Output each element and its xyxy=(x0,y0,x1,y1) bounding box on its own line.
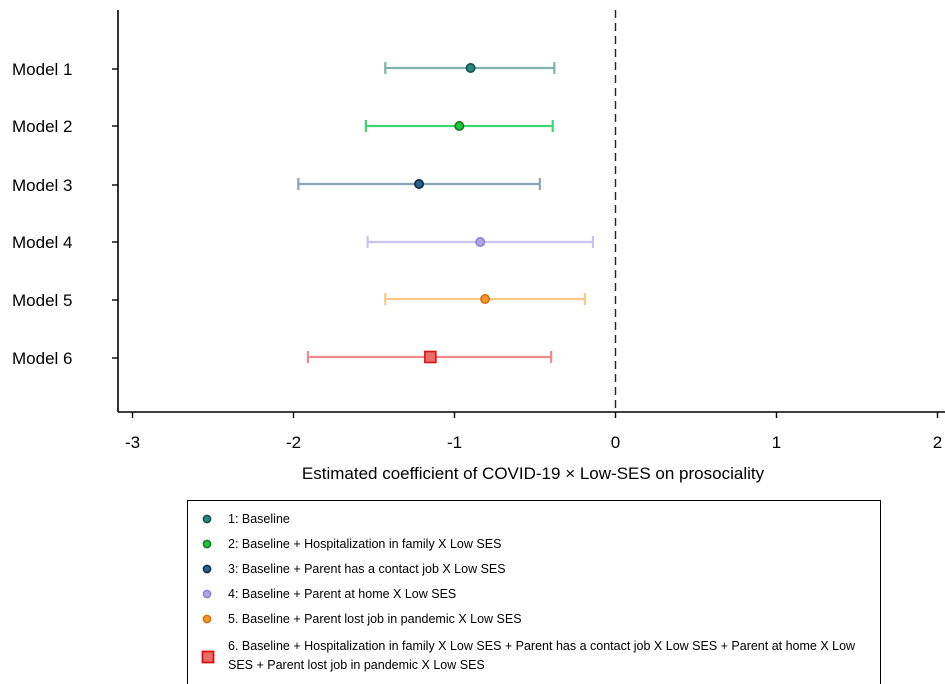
x-tick-label: 0 xyxy=(611,433,620,452)
legend-label: 1: Baseline xyxy=(228,512,290,526)
x-tick-label: -3 xyxy=(125,433,140,452)
legend: 1: Baseline 2: Baseline + Hospitalization… xyxy=(187,500,881,684)
legend-circle-marker xyxy=(202,564,212,574)
point-estimate xyxy=(465,62,476,73)
point-estimate xyxy=(480,293,491,304)
x-tick-label: -1 xyxy=(447,433,462,452)
legend-label: 2: Baseline + Hospitalization in family … xyxy=(228,537,502,551)
legend-circle-marker xyxy=(202,614,212,624)
x-tick-label: 2 xyxy=(933,433,942,452)
point-estimate xyxy=(454,121,465,132)
y-tick-label: Model 3 xyxy=(12,176,72,195)
legend-circle-marker xyxy=(202,589,212,599)
legend-circle-marker xyxy=(202,539,212,549)
legend-label: 3: Baseline + Parent has a contact job X… xyxy=(228,562,506,576)
y-tick-label: Model 1 xyxy=(12,60,72,79)
legend-circle-marker xyxy=(202,514,212,524)
point-estimate xyxy=(424,350,437,364)
legend-square-marker xyxy=(201,650,215,664)
x-tick-label: -2 xyxy=(286,433,301,452)
y-tick-label: Model 2 xyxy=(12,117,72,136)
legend-label: 5. Baseline + Parent lost job in pandemi… xyxy=(228,612,522,626)
legend-label: 4: Baseline + Parent at home X Low SES xyxy=(228,587,457,601)
legend-label: 6. Baseline + Hospitalization in family … xyxy=(228,639,856,672)
y-tick-label: Model 4 xyxy=(12,233,72,252)
y-tick-label: Model 6 xyxy=(12,349,72,368)
point-estimate xyxy=(475,237,486,248)
x-axis-title: Estimated coefficient of COVID-19 × Low-… xyxy=(302,464,765,483)
point-estimate xyxy=(414,179,425,190)
x-tick-label: 1 xyxy=(772,433,781,452)
coefficient-chart: -3 -2 -1 0 1 2 Model 1 Model 2 Model 3 Model 4 Mod… xyxy=(12,10,945,483)
y-tick-label: Model 5 xyxy=(12,291,72,310)
